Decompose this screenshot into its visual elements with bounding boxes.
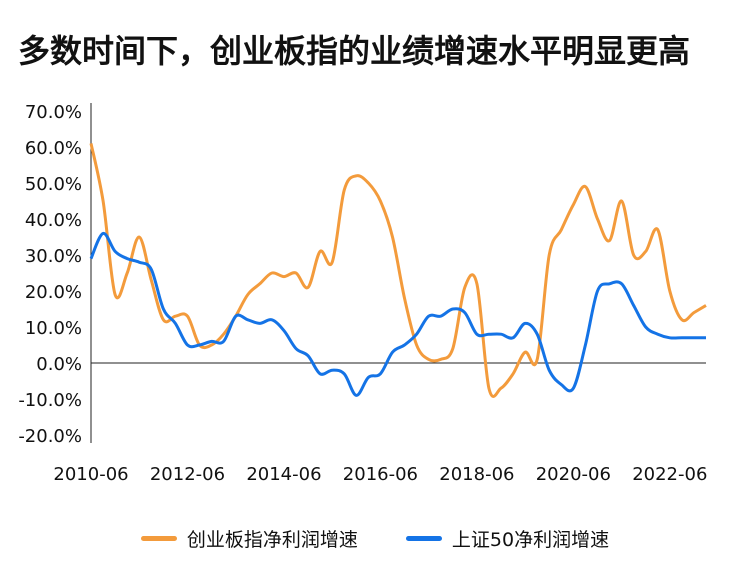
legend-swatch-blue: [405, 536, 442, 541]
y-tick-label: 0.0%: [36, 354, 82, 375]
x-axis-ticks: 2010-06 2012-06 2014-06 2016-06 2018-06 2020-…: [53, 464, 707, 485]
x-tick-label: 2020-06: [536, 464, 611, 485]
x-tick-label: 2012-06: [150, 464, 225, 485]
y-tick-label: -10.0%: [18, 390, 82, 411]
line-chart: 70.0% 60.0% 50.0% 40.0% 30.0% 20.0% 10.0% 0.0% -…: [18, 102, 707, 485]
y-axis-ticks: 70.0% 60.0% 50.0% 40.0% 30.0% 20.0% 10.0% 0.0% -…: [18, 102, 82, 447]
series-line-sse50: [89, 231, 706, 397]
legend-swatch-orange: [140, 536, 177, 541]
y-tick-label: 70.0%: [25, 102, 82, 123]
x-tick-label: 2022-06: [632, 464, 707, 485]
legend-label-chinext: 创业板指净利润增速: [186, 529, 358, 551]
y-tick-label: 40.0%: [25, 210, 82, 231]
series-lines: [89, 143, 707, 398]
legend-item-chinext: 创业板指净利润增速: [140, 525, 358, 552]
y-tick-label: 20.0%: [25, 282, 82, 303]
x-tick-label: 2014-06: [246, 464, 321, 485]
y-tick-label: -20.0%: [18, 426, 82, 447]
y-tick-label: 30.0%: [25, 246, 82, 267]
x-tick-label: 2010-06: [53, 464, 128, 485]
y-tick-label: 60.0%: [25, 138, 82, 159]
legend-item-sse50: 上证50净利润增速: [405, 525, 610, 552]
legend-label-sse50: 上证50净利润增速: [451, 529, 610, 551]
x-tick-label: 2016-06: [343, 464, 418, 485]
y-tick-label: 50.0%: [25, 174, 82, 195]
series-line-chinext: [89, 143, 707, 398]
legend: 创业板指净利润增速 上证50净利润增速: [0, 525, 750, 552]
chart-title: 多数时间下，创业板指的业绩增速水平明显更高: [18, 32, 691, 70]
y-tick-label: 10.0%: [25, 318, 82, 339]
x-tick-label: 2018-06: [439, 464, 514, 485]
